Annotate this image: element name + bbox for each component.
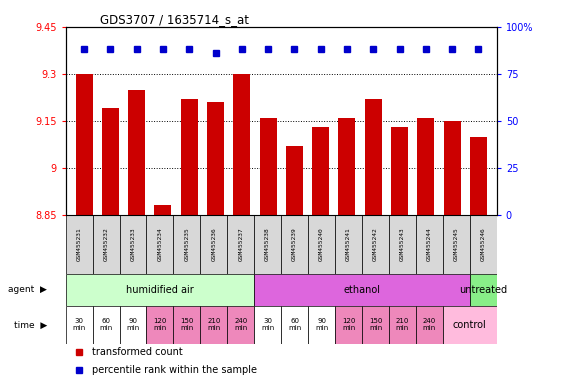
- Bar: [254, 306, 281, 344]
- Bar: [389, 306, 416, 344]
- Bar: [66, 273, 254, 306]
- Bar: [335, 215, 362, 273]
- Text: GSM455232: GSM455232: [103, 227, 108, 261]
- Bar: [154, 205, 171, 215]
- Bar: [281, 215, 308, 273]
- Bar: [75, 74, 93, 215]
- Bar: [417, 118, 435, 215]
- Bar: [174, 306, 200, 344]
- Bar: [128, 89, 145, 215]
- Bar: [200, 215, 227, 273]
- Bar: [308, 306, 335, 344]
- Text: time  ▶: time ▶: [14, 320, 47, 329]
- Bar: [66, 306, 93, 344]
- Bar: [200, 306, 227, 344]
- Text: GSM455241: GSM455241: [346, 227, 351, 261]
- Bar: [444, 121, 461, 215]
- Text: GSM455243: GSM455243: [400, 227, 405, 261]
- Bar: [339, 118, 356, 215]
- Bar: [389, 215, 416, 273]
- Text: 90
min: 90 min: [315, 318, 328, 331]
- Bar: [119, 215, 147, 273]
- Text: GSM455233: GSM455233: [131, 227, 135, 261]
- Text: 120
min: 120 min: [342, 318, 355, 331]
- Text: agent  ▶: agent ▶: [8, 285, 47, 294]
- Text: untreated: untreated: [459, 285, 508, 295]
- Bar: [312, 127, 329, 215]
- Bar: [281, 306, 308, 344]
- Text: 240
min: 240 min: [234, 318, 247, 331]
- Bar: [365, 99, 382, 215]
- Text: GSM455245: GSM455245: [454, 227, 459, 261]
- Bar: [443, 306, 497, 344]
- Bar: [174, 215, 200, 273]
- Text: GSM455234: GSM455234: [158, 227, 163, 261]
- Text: GSM455231: GSM455231: [77, 227, 82, 261]
- Text: GSM455242: GSM455242: [373, 227, 378, 261]
- Text: 120
min: 120 min: [153, 318, 167, 331]
- Bar: [147, 306, 174, 344]
- Text: GSM455237: GSM455237: [238, 227, 243, 261]
- Text: transformed count: transformed count: [91, 347, 182, 357]
- Text: 150
min: 150 min: [180, 318, 194, 331]
- Bar: [102, 108, 119, 215]
- Bar: [147, 215, 174, 273]
- Text: GSM455238: GSM455238: [266, 227, 270, 261]
- Bar: [119, 306, 147, 344]
- Text: ethanol: ethanol: [344, 285, 380, 295]
- Bar: [308, 215, 335, 273]
- Bar: [416, 215, 443, 273]
- Text: 90
min: 90 min: [126, 318, 140, 331]
- Bar: [416, 306, 443, 344]
- Bar: [254, 273, 470, 306]
- Text: GSM455239: GSM455239: [292, 227, 297, 261]
- Text: 60
min: 60 min: [99, 318, 112, 331]
- Bar: [470, 215, 497, 273]
- Bar: [227, 215, 254, 273]
- Bar: [362, 215, 389, 273]
- Text: humidified air: humidified air: [126, 285, 194, 295]
- Bar: [207, 102, 224, 215]
- Bar: [335, 306, 362, 344]
- Bar: [93, 215, 119, 273]
- Bar: [227, 306, 254, 344]
- Text: control: control: [453, 320, 486, 330]
- Text: GSM455236: GSM455236: [211, 227, 216, 261]
- Bar: [443, 215, 470, 273]
- Bar: [260, 118, 276, 215]
- Bar: [470, 136, 487, 215]
- Text: 30
min: 30 min: [73, 318, 86, 331]
- Bar: [286, 146, 303, 215]
- Text: 210
min: 210 min: [396, 318, 409, 331]
- Bar: [93, 306, 119, 344]
- Text: 240
min: 240 min: [423, 318, 436, 331]
- Bar: [470, 273, 497, 306]
- Text: 30
min: 30 min: [261, 318, 275, 331]
- Text: 210
min: 210 min: [207, 318, 220, 331]
- Text: GSM455244: GSM455244: [427, 227, 432, 261]
- Text: GSM455235: GSM455235: [184, 227, 190, 261]
- Text: GDS3707 / 1635714_s_at: GDS3707 / 1635714_s_at: [100, 13, 249, 26]
- Bar: [66, 215, 93, 273]
- Bar: [391, 127, 408, 215]
- Text: 60
min: 60 min: [288, 318, 301, 331]
- Text: GSM455246: GSM455246: [481, 227, 486, 261]
- Bar: [180, 99, 198, 215]
- Text: 150
min: 150 min: [369, 318, 382, 331]
- Bar: [254, 215, 281, 273]
- Text: GSM455240: GSM455240: [319, 227, 324, 261]
- Text: percentile rank within the sample: percentile rank within the sample: [91, 365, 256, 375]
- Bar: [233, 74, 250, 215]
- Bar: [362, 306, 389, 344]
